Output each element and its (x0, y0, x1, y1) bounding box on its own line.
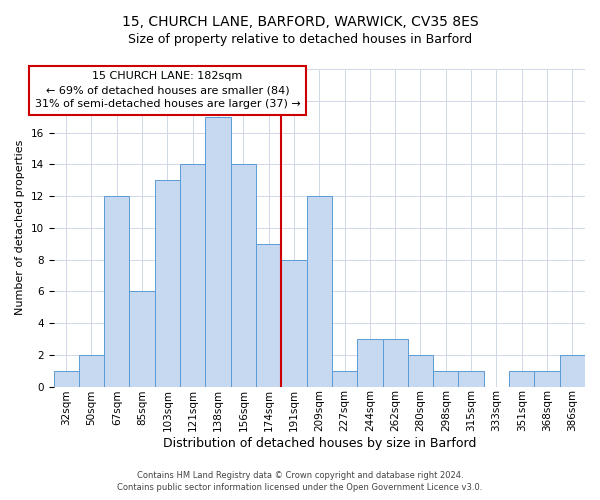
Bar (256, 244, 281, 386)
Text: Contains HM Land Registry data © Crown copyright and database right 2024.
Contai: Contains HM Land Registry data © Crown c… (118, 471, 482, 492)
Bar (104, 196, 130, 386)
Bar (509, 370, 535, 386)
Bar (281, 260, 307, 386)
Text: 15, CHURCH LANE, BARFORD, WARWICK, CV35 8ES: 15, CHURCH LANE, BARFORD, WARWICK, CV35 … (122, 15, 478, 29)
Bar (332, 370, 357, 386)
Text: 15 CHURCH LANE: 182sqm
← 69% of detached houses are smaller (84)
31% of semi-det: 15 CHURCH LANE: 182sqm ← 69% of detached… (35, 72, 300, 110)
Bar (205, 116, 230, 386)
Bar (560, 355, 585, 386)
Y-axis label: Number of detached properties: Number of detached properties (15, 140, 25, 316)
Bar (408, 355, 433, 386)
Text: Size of property relative to detached houses in Barford: Size of property relative to detached ho… (128, 32, 472, 46)
Bar (535, 370, 560, 386)
Bar (53, 370, 79, 386)
Bar (230, 164, 256, 386)
Bar (357, 339, 383, 386)
Bar (155, 180, 180, 386)
Bar (307, 196, 332, 386)
X-axis label: Distribution of detached houses by size in Barford: Distribution of detached houses by size … (163, 437, 476, 450)
Bar (130, 292, 155, 386)
Bar (458, 370, 484, 386)
Bar (180, 164, 205, 386)
Bar (433, 370, 458, 386)
Bar (383, 339, 408, 386)
Bar (79, 355, 104, 386)
